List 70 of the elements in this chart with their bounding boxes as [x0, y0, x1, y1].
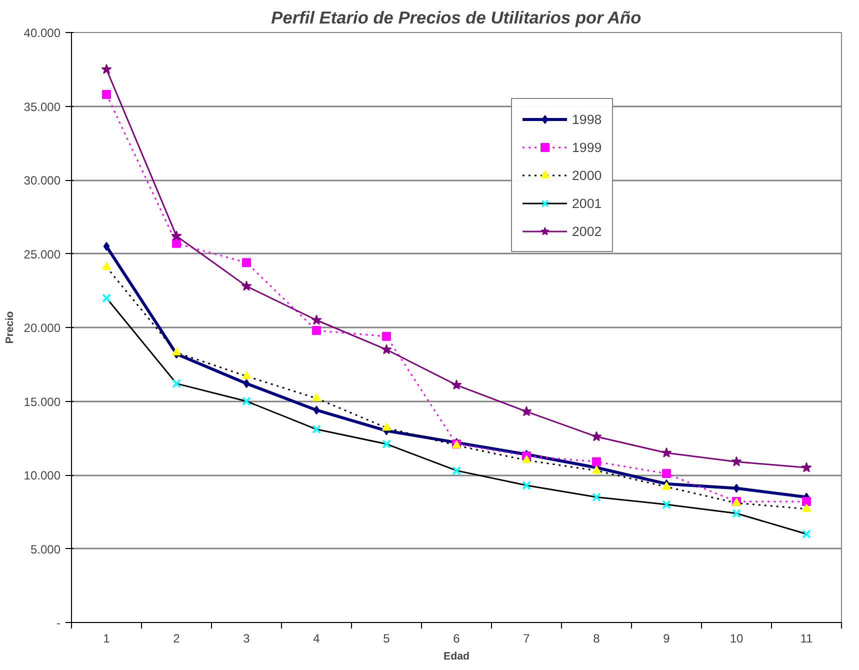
x-tick-label: 9 — [663, 632, 670, 646]
point — [661, 447, 672, 458]
x-tick-label: 1 — [103, 632, 110, 646]
point — [733, 484, 740, 493]
point — [662, 469, 671, 478]
y-tick-label: 5.000 — [30, 542, 61, 556]
point — [171, 230, 182, 241]
point — [242, 396, 252, 406]
point — [802, 504, 811, 512]
point — [452, 466, 462, 476]
chart-title: Perfil Etario de Precios de Utilitarios por Año — [271, 8, 642, 28]
x-tick-label: 5 — [383, 632, 390, 646]
point — [103, 242, 110, 251]
point — [381, 344, 392, 354]
point — [732, 508, 742, 518]
point — [102, 262, 111, 270]
y-tick-label: 10.000 — [24, 468, 61, 482]
point — [592, 457, 601, 466]
point — [382, 439, 392, 449]
y-tick-label: 35.000 — [24, 100, 61, 114]
point — [242, 371, 251, 379]
x-tick-label: 3 — [243, 632, 250, 646]
x-tick-label: 7 — [523, 632, 530, 646]
legend-label: 1998 — [572, 112, 602, 126]
point — [522, 455, 531, 464]
y-tick-label: 25.000 — [24, 247, 61, 262]
point — [592, 492, 602, 502]
x-tick-label: 6 — [453, 632, 460, 646]
point — [522, 480, 532, 490]
x-tick-label: 8 — [593, 632, 600, 646]
point — [382, 332, 391, 341]
point — [731, 456, 742, 466]
y-tick-label: 20.000 — [24, 321, 61, 335]
point — [101, 64, 112, 74]
point — [591, 431, 602, 442]
x-tick-label: 11 — [800, 632, 814, 646]
point — [662, 500, 672, 510]
y-tick-label: 40.000 — [24, 26, 61, 40]
point — [172, 379, 182, 388]
point — [311, 314, 322, 325]
point — [451, 380, 462, 390]
x-tick-label: 2 — [173, 632, 180, 646]
point — [313, 406, 320, 415]
point — [802, 529, 812, 539]
point — [102, 90, 111, 99]
point — [801, 462, 812, 472]
point — [243, 379, 250, 388]
legend-label: 2002 — [572, 224, 602, 238]
y-tick-label: - — [56, 616, 61, 630]
point — [242, 258, 251, 268]
point — [241, 280, 252, 291]
point — [312, 393, 321, 402]
point — [521, 406, 532, 416]
y-tick-label: 30.000 — [24, 174, 61, 188]
y-tick-label: 15.000 — [24, 394, 61, 409]
point — [382, 422, 391, 431]
x-tick-label: 10 — [730, 632, 744, 646]
point — [102, 293, 112, 303]
legend-label: 1999 — [572, 140, 602, 154]
legend-label: 2001 — [572, 196, 602, 210]
y-axis-title: Precio — [4, 310, 16, 344]
point — [172, 347, 181, 356]
point — [662, 482, 671, 490]
x-tick-label: 4 — [313, 632, 320, 646]
point — [312, 326, 321, 335]
x-axis-title: Edad — [443, 650, 470, 662]
legend-label: 2000 — [572, 168, 602, 182]
point — [802, 497, 811, 506]
point — [172, 238, 181, 248]
point — [312, 424, 322, 434]
